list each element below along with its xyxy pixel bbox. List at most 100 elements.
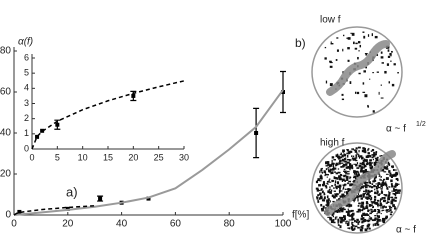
speck	[342, 155, 344, 158]
speck	[349, 176, 352, 179]
speck	[360, 209, 363, 211]
speck	[347, 166, 351, 169]
speck	[332, 162, 335, 165]
speck	[325, 161, 328, 165]
speck	[385, 168, 389, 170]
speck	[316, 197, 319, 200]
speck	[318, 197, 321, 200]
speck	[386, 63, 390, 66]
speck	[379, 218, 381, 222]
speck	[347, 188, 349, 191]
speck	[337, 155, 340, 159]
speck	[388, 170, 391, 173]
speck	[339, 174, 342, 176]
speck	[327, 190, 330, 193]
speck	[394, 184, 396, 187]
speck	[347, 210, 351, 213]
speck	[369, 163, 372, 167]
speck	[373, 164, 376, 167]
speck	[362, 82, 365, 85]
speck	[353, 170, 356, 174]
speck	[334, 216, 337, 220]
speck	[380, 188, 383, 190]
speck	[376, 220, 379, 223]
speck	[368, 194, 371, 198]
speck	[387, 49, 390, 52]
speck	[351, 32, 355, 36]
speck	[379, 183, 383, 185]
speck	[332, 163, 335, 166]
speck	[349, 167, 351, 171]
speck	[388, 186, 391, 188]
speck	[362, 185, 366, 187]
speck	[378, 175, 380, 177]
speck	[317, 189, 321, 192]
speck	[352, 148, 354, 151]
speck	[330, 41, 332, 45]
speck	[328, 164, 331, 168]
speck	[360, 226, 363, 229]
speck	[394, 196, 398, 199]
speck	[354, 219, 356, 223]
speck	[369, 78, 371, 80]
speck	[368, 161, 372, 165]
speck	[370, 162, 373, 164]
speck	[336, 153, 339, 156]
speck	[350, 164, 353, 168]
speck	[338, 162, 341, 165]
speck	[358, 191, 360, 193]
speck	[356, 174, 359, 178]
speck	[346, 222, 350, 225]
speck	[332, 219, 335, 221]
data-point	[146, 196, 151, 201]
speck	[388, 205, 391, 207]
speck	[373, 198, 377, 201]
speck	[365, 169, 367, 172]
speck	[357, 226, 360, 229]
speck	[329, 83, 333, 87]
speck	[385, 181, 387, 184]
speck	[379, 198, 382, 201]
speck	[357, 56, 359, 60]
speck	[335, 154, 339, 158]
speck	[371, 202, 375, 204]
speck	[365, 206, 369, 209]
speck	[370, 190, 373, 192]
speck	[374, 157, 378, 160]
speck	[323, 196, 326, 200]
speck	[326, 200, 330, 203]
speck	[392, 165, 394, 168]
speck	[347, 182, 349, 185]
speck	[335, 163, 338, 166]
speck	[346, 178, 349, 181]
speck	[380, 56, 384, 59]
speck	[392, 193, 396, 195]
speck	[339, 208, 342, 212]
speck	[332, 212, 335, 215]
speck	[385, 206, 387, 209]
speck	[345, 166, 349, 169]
x-tick-label: 60	[170, 219, 182, 230]
speck	[351, 209, 354, 212]
speck	[390, 183, 393, 186]
speck	[330, 189, 333, 192]
speck	[346, 161, 349, 164]
speck	[321, 188, 323, 190]
speck	[345, 191, 349, 194]
speck	[325, 186, 328, 189]
speck	[320, 195, 323, 198]
speck	[379, 204, 382, 207]
speck	[354, 158, 357, 161]
speck	[378, 193, 381, 195]
speck	[395, 183, 399, 187]
speck	[363, 166, 365, 169]
panel-label: a)	[66, 184, 78, 199]
speck	[374, 223, 377, 226]
speck	[372, 205, 374, 208]
speck	[343, 208, 346, 211]
speck	[317, 194, 320, 197]
speck	[371, 148, 375, 152]
low-f-disc	[311, 26, 403, 118]
speck	[347, 188, 350, 190]
speck	[323, 170, 326, 173]
